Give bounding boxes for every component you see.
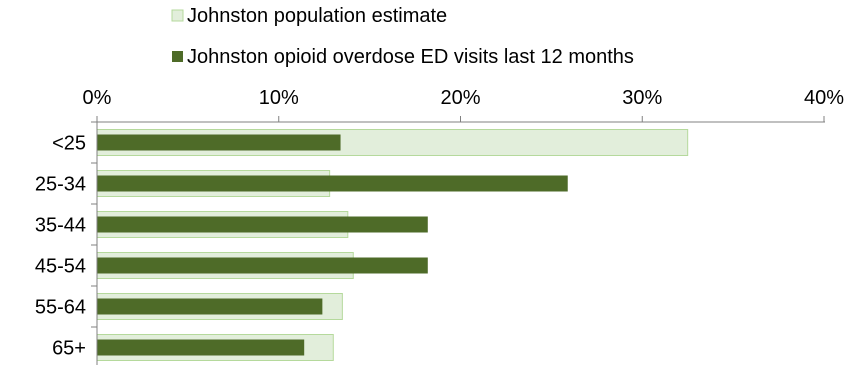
x-tick-label: 10% (259, 87, 299, 109)
x-axis: 0% 10% 20% 30% 40% (83, 87, 844, 123)
category-label: <25 (52, 133, 86, 155)
x-tick-label: 0% (83, 87, 112, 109)
legend-label-0: Johnston population estimate (187, 5, 447, 27)
legend-swatch-0 (171, 9, 184, 22)
category-label: 45-54 (35, 256, 86, 278)
category-label: 55-64 (35, 297, 86, 319)
bar-ed-visits (97, 175, 568, 192)
x-tick-label: 30% (622, 87, 662, 109)
legend-label-1: Johnston opioid overdose ED visits last … (187, 46, 634, 68)
category-label: 25-34 (35, 174, 86, 196)
bars (96, 129, 689, 361)
y-axis: <25 25-34 35-44 45-54 55-64 65+ (35, 121, 98, 365)
category-label: 65+ (52, 338, 86, 360)
bar-ed-visits (97, 257, 428, 274)
bar-ed-visits (97, 298, 323, 315)
category-label: 35-44 (35, 215, 86, 237)
x-tick-label: 20% (440, 87, 480, 109)
bar-ed-visits (97, 216, 428, 233)
bar-ed-visits (97, 134, 341, 151)
x-tick-label: 40% (804, 87, 844, 109)
bar-ed-visits (97, 339, 305, 356)
legend: Johnston population estimate Johnston opi… (171, 5, 634, 68)
legend-swatch-1 (172, 51, 183, 62)
